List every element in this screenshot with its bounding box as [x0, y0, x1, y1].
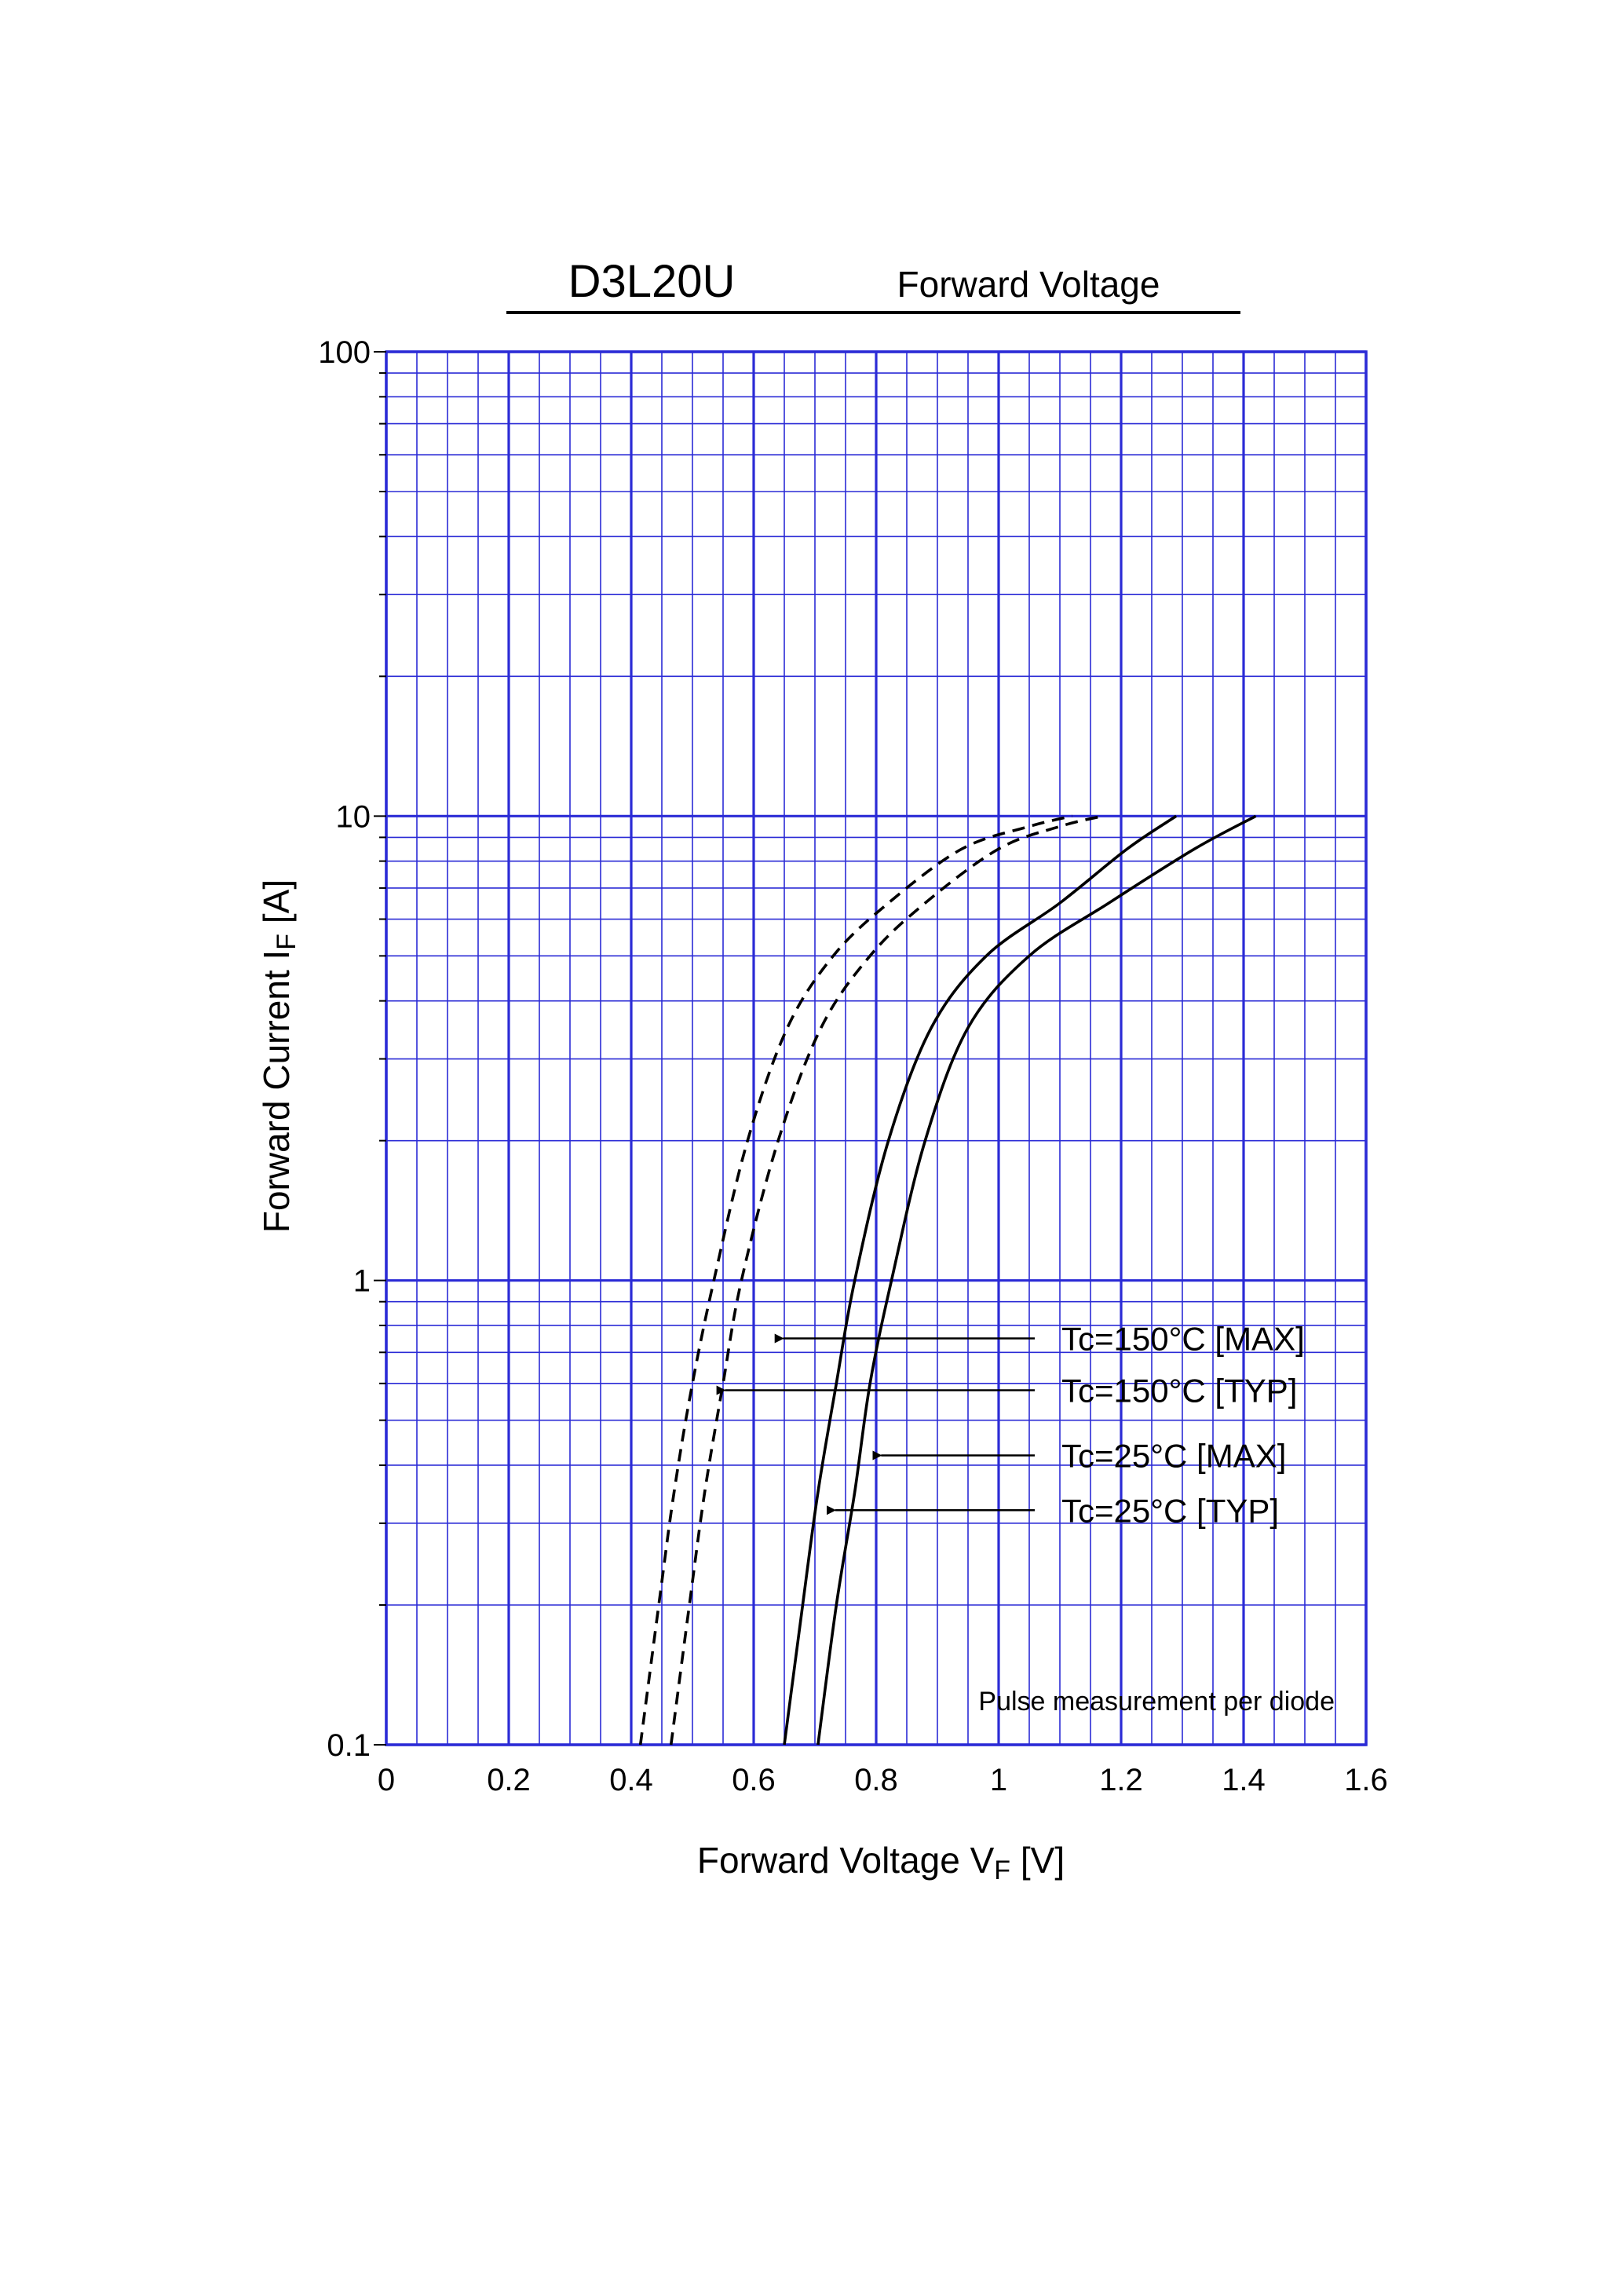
chart-subtitle: Forward Voltage: [897, 264, 1160, 305]
y-axis-label-unit: [A]: [256, 879, 297, 934]
x-tick-label: 0.2: [487, 1763, 531, 1797]
legend-25c-max-label: Tc=25°C [MAX]: [1061, 1437, 1286, 1474]
x-tick-label: 1.6: [1344, 1763, 1388, 1797]
x-tick-label: 1.4: [1222, 1763, 1266, 1797]
series-line-150c-max: [669, 814, 1104, 1746]
y-axis-label-sub: F: [272, 934, 301, 950]
x-tick-labels: 0 0.2 0.4 0.6 0.8 1 1.2 1.4 1.6: [378, 1763, 1388, 1797]
x-axis-label: Forward Voltage VF [V]: [697, 1840, 1065, 1885]
x-axis-label-main: Forward Voltage V: [697, 1840, 995, 1881]
chart-title: D3L20U: [568, 256, 736, 307]
y-tick-label: 1: [353, 1264, 371, 1299]
y-tick-label: 100: [318, 335, 371, 370]
y-tick-labels: 0.1 1 10 100: [318, 335, 371, 1763]
x-tick-label: 0: [378, 1763, 395, 1797]
x-tick-label: 1.2: [1099, 1763, 1143, 1797]
series-line-150c-typ: [638, 814, 1073, 1746]
legend-150c-max-label: Tc=150°C [MAX]: [1061, 1321, 1305, 1358]
y-tick-label: 10: [336, 799, 371, 834]
legend-25c-typ-label: Tc=25°C [TYP]: [1061, 1492, 1279, 1529]
series-line-25c-typ: [783, 814, 1178, 1746]
series-line-25c-max: [816, 814, 1257, 1746]
legend-150c-typ-label: Tc=150°C [TYP]: [1061, 1373, 1297, 1409]
x-tick-label: 0.8: [854, 1763, 898, 1797]
x-axis-label-unit: [V]: [1010, 1840, 1065, 1881]
x-tick-label: 0.4: [609, 1763, 653, 1797]
chart-series: [638, 814, 1257, 1746]
x-tick-label: 0.6: [732, 1763, 776, 1797]
chart-grid: [374, 350, 1368, 1746]
x-tick-label: 1: [990, 1763, 1007, 1797]
y-axis-label-main: Forward Current I: [256, 950, 297, 1233]
y-axis-label: Forward Current IF [A]: [256, 879, 301, 1233]
legend-annotations: Tc=150°C [MAX] Tc=150°C [TYP] Tc=25°C [MAX…: [716, 1321, 1305, 1529]
y-tick-label: 0.1: [327, 1728, 371, 1763]
x-axis-label-sub: F: [994, 1855, 1010, 1885]
pulse-note: Pulse measurement per diode: [978, 1687, 1335, 1717]
plot-frame: [385, 350, 1368, 1746]
